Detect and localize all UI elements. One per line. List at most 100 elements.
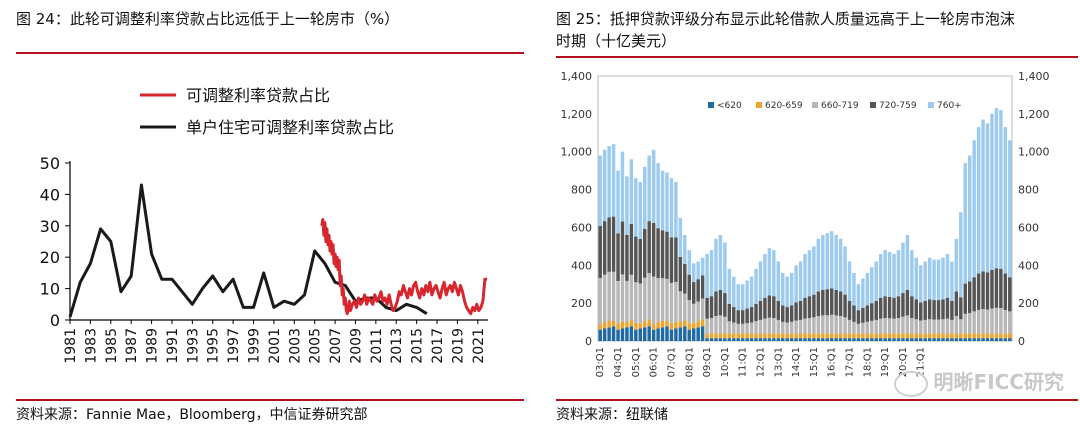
legend-label-0: 可调整利率贷款占比 (186, 86, 330, 105)
bar-7-seg-4 (629, 159, 634, 224)
bar-40-seg-1 (776, 333, 781, 339)
bar-64-seg-3 (883, 296, 887, 318)
bar-91-seg-0 (1003, 338, 1008, 341)
bar-92-seg-3 (1008, 277, 1012, 312)
bar-25-seg-2 (709, 317, 714, 334)
bar-50-seg-4 (821, 235, 825, 290)
bar-42-seg-1 (785, 333, 789, 339)
bar-1-seg-2 (602, 274, 607, 323)
y-right-tick-label-1: 200 (1018, 297, 1039, 310)
bar-30-seg-1 (732, 333, 736, 339)
bar-53-seg-4 (834, 235, 838, 290)
bar-58-seg-3 (856, 310, 861, 324)
bar-39-seg-0 (772, 338, 776, 341)
bar-26-seg-4 (714, 238, 718, 292)
bar-37-seg-0 (763, 338, 767, 341)
y-left-tick-label-6: 1,200 (561, 108, 593, 121)
bar-62-seg-1 (874, 333, 878, 339)
bar-51-seg-0 (825, 338, 829, 341)
x-tick-label-2007: 2007 (328, 328, 344, 364)
bar-14-seg-3 (660, 230, 665, 278)
bar-11-seg-4 (647, 155, 651, 222)
bar-81-seg-2 (959, 319, 963, 334)
bar-63-seg-0 (878, 338, 883, 341)
bar-39-seg-2 (772, 317, 776, 334)
bar-48-seg-0 (812, 338, 816, 341)
bar-4-seg-2 (616, 281, 620, 324)
bar-18-seg-4 (678, 217, 683, 257)
x-tick-label-15:Q1: 15:Q1 (809, 347, 820, 377)
bar-74-seg-1 (927, 333, 932, 339)
bar-80-seg-0 (954, 338, 959, 341)
bar-38-seg-1 (767, 333, 772, 339)
bar-75-seg-2 (932, 319, 936, 334)
x-tick-label-2019: 2019 (450, 328, 466, 364)
bar-70-seg-1 (910, 333, 914, 339)
x-tick-label-1987: 1987 (124, 328, 140, 364)
bar-76-seg-3 (936, 300, 941, 320)
bar-64-seg-0 (883, 338, 887, 341)
bar-24-seg-4 (705, 253, 709, 298)
bar-86-seg-4 (981, 119, 985, 272)
bar-44-seg-1 (794, 333, 798, 339)
bar-86-seg-0 (981, 338, 985, 341)
bar-30-seg-3 (732, 307, 736, 323)
bar-27-seg-4 (718, 235, 723, 290)
bar-71-seg-0 (914, 338, 919, 341)
bar-18-seg-1 (678, 322, 683, 328)
y-tick-label-50: 50 (40, 154, 60, 173)
bar-52-seg-1 (829, 333, 834, 339)
y-left-tick-label-0: 0 (585, 335, 592, 348)
bar-45-seg-1 (798, 333, 803, 339)
bar-51-seg-3 (825, 289, 829, 316)
bar-91-seg-2 (1003, 309, 1008, 334)
bar-31-seg-3 (736, 310, 740, 324)
bar-19-seg-0 (683, 326, 687, 341)
x-tick-label-1999: 1999 (247, 328, 263, 364)
bar-90-seg-2 (999, 308, 1003, 334)
bar-40-seg-4 (776, 261, 781, 301)
bar-65-seg-3 (887, 296, 892, 319)
bar-82-seg-3 (963, 283, 967, 314)
x-tick-label-1997: 1997 (226, 328, 242, 364)
bar-2-seg-3 (607, 217, 611, 272)
bar-19-seg-1 (683, 320, 687, 327)
bar-14-seg-2 (660, 277, 665, 321)
bar-85-seg-0 (976, 338, 981, 341)
legend-swatch-2 (812, 102, 818, 108)
bar-77-seg-1 (941, 333, 945, 339)
bar-46-seg-0 (803, 338, 807, 341)
bar-1-seg-3 (602, 221, 607, 275)
bar-31-seg-4 (736, 284, 740, 311)
bar-65-seg-1 (887, 333, 892, 339)
bar-17-seg-0 (674, 328, 678, 341)
bar-34-seg-1 (749, 333, 754, 339)
x-tick-label-1981: 1981 (63, 328, 79, 364)
bar-13-seg-1 (656, 322, 660, 329)
bar-72-seg-4 (919, 265, 923, 303)
bar-59-seg-2 (861, 322, 865, 334)
bar-38-seg-0 (767, 338, 772, 341)
bar-66-seg-3 (892, 297, 896, 319)
bar-22-seg-3 (696, 279, 700, 302)
bar-50-seg-2 (821, 315, 825, 334)
bar-34-seg-3 (749, 307, 754, 323)
bar-58-seg-2 (856, 323, 861, 334)
bar-20-seg-0 (687, 329, 691, 341)
x-tick-label-1983: 1983 (83, 328, 99, 364)
x-tick-label-11:Q1: 11:Q1 (738, 347, 749, 377)
y-tick-label-30: 30 (40, 217, 60, 236)
bar-80-seg-2 (954, 316, 959, 334)
bar-30-seg-2 (732, 322, 736, 334)
bar-3-seg-0 (611, 326, 616, 341)
bar-28-seg-2 (723, 316, 727, 334)
bar-35-seg-4 (754, 269, 758, 304)
bar-39-seg-1 (772, 333, 776, 339)
bar-51-seg-1 (825, 333, 829, 339)
bar-8-seg-0 (634, 329, 638, 341)
bar-53-seg-3 (834, 289, 838, 316)
bar-86-seg-2 (981, 309, 985, 334)
bar-74-seg-3 (927, 299, 932, 320)
bar-75-seg-1 (932, 333, 936, 339)
bar-90-seg-1 (999, 333, 1003, 339)
